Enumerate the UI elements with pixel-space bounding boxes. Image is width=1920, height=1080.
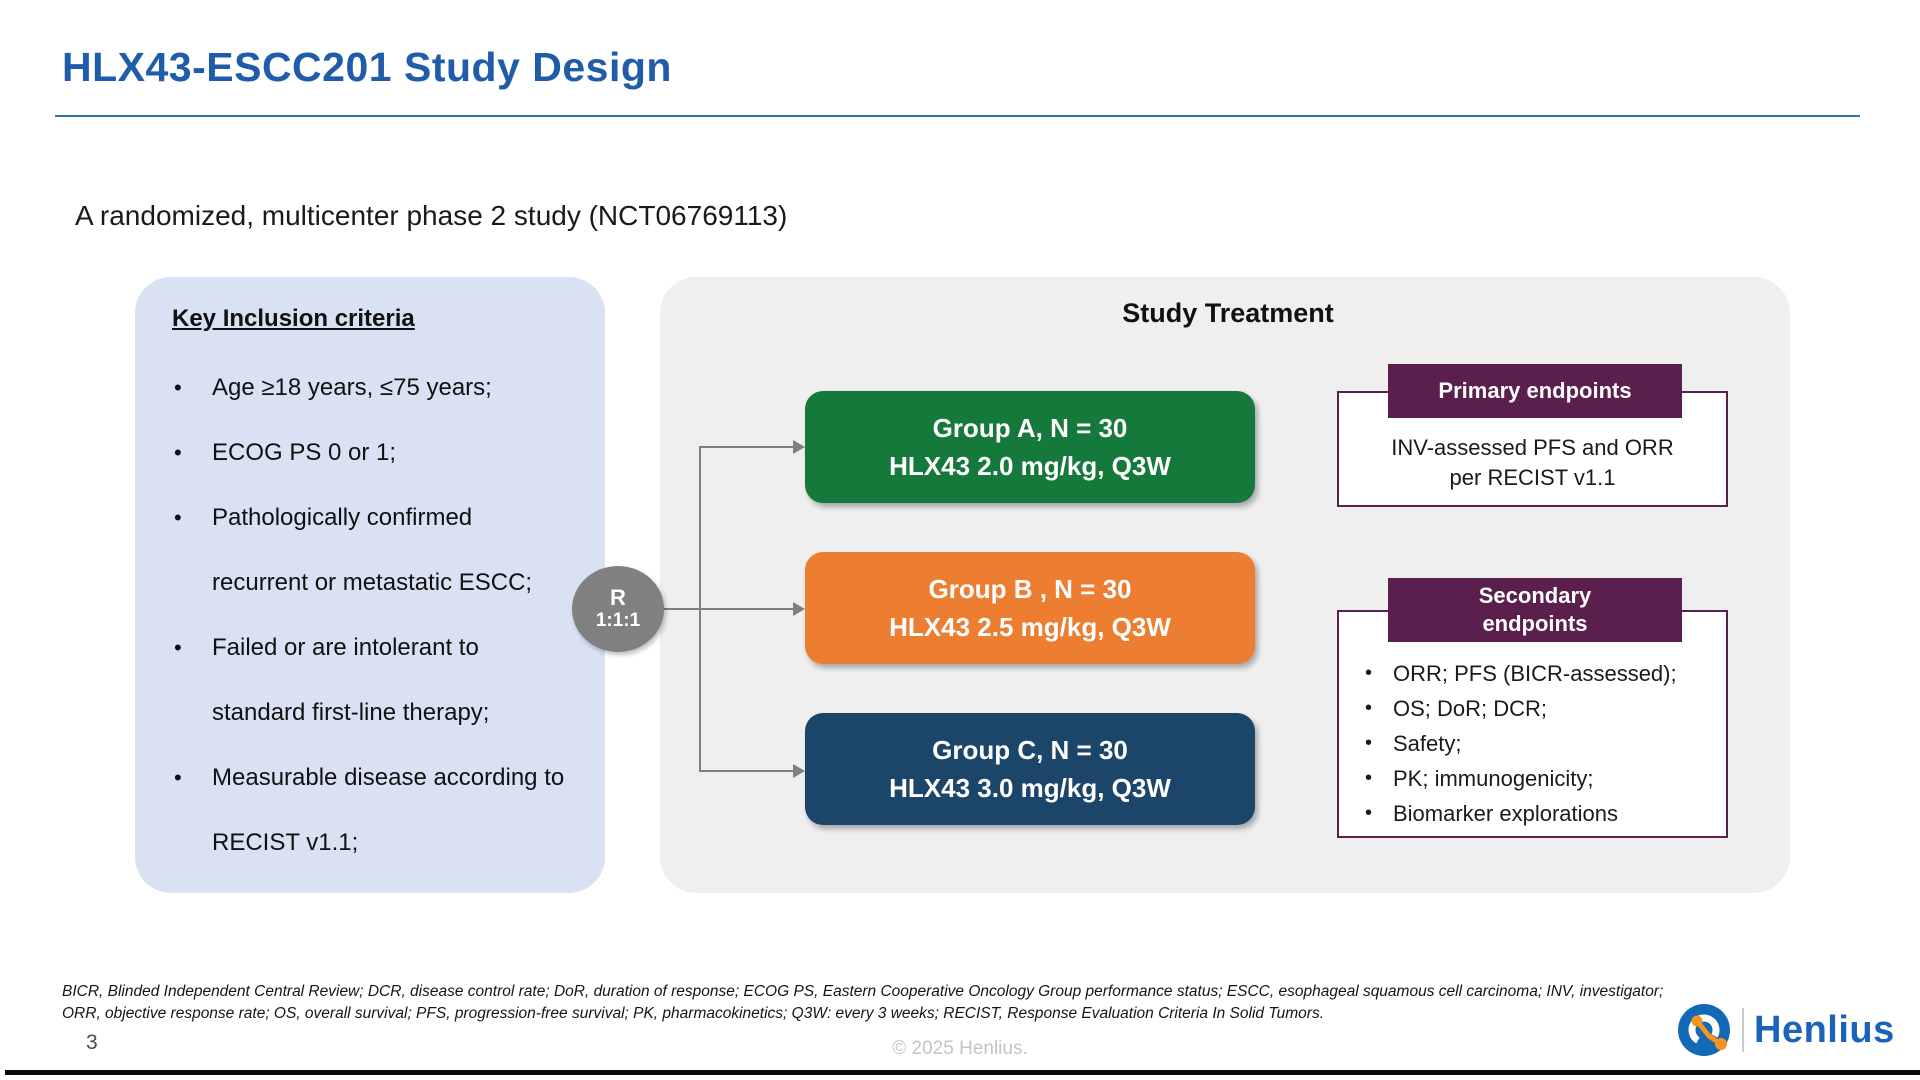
inclusion-item-pathology: Pathologically confirmed recurrent or me… bbox=[172, 485, 572, 615]
study-subtitle: A randomized, multicenter phase 2 study … bbox=[75, 200, 788, 231]
arrow-to-group-c-icon bbox=[793, 764, 805, 778]
inclusion-item-age: Age ≥18 years, ≤75 years; bbox=[172, 355, 572, 420]
secondary-endpoints-heading-line2: endpoints bbox=[1482, 611, 1588, 636]
logo-wordmark: Henlius bbox=[1754, 1008, 1895, 1051]
group-b-dose: HLX43 2.5 mg/kg, Q3W bbox=[889, 612, 1171, 642]
window-bottom-edge bbox=[5, 1070, 1920, 1075]
henlius-logo-icon bbox=[1678, 1004, 1730, 1056]
logo-divider bbox=[1742, 1008, 1744, 1052]
secondary-endpoints-heading-line1: Secondary bbox=[1478, 583, 1592, 608]
secondary-item-os-dor-dcr: OS; DoR; DCR; bbox=[1361, 691, 1716, 726]
secondary-item-pk: PK; immunogenicity; bbox=[1361, 761, 1716, 796]
secondary-item-biomarker: Biomarker explorations bbox=[1361, 796, 1716, 831]
page-number: 3 bbox=[86, 1031, 98, 1054]
arrow-to-group-a-icon bbox=[793, 440, 805, 454]
secondary-item-safety: Safety; bbox=[1361, 726, 1716, 761]
study-treatment-heading: Study Treatment bbox=[1122, 298, 1334, 328]
group-b-box: Group B , N = 30 HLX43 2.5 mg/kg, Q3W bbox=[805, 552, 1255, 664]
connector-to-group-b bbox=[660, 608, 793, 610]
connector-to-group-c bbox=[699, 770, 793, 772]
abbreviation-footnotes: BICR, Blinded Independent Central Review… bbox=[62, 981, 1862, 1025]
primary-endpoints-header: Primary endpoints bbox=[1388, 364, 1682, 418]
inclusion-item-ecog: ECOG PS 0 or 1; bbox=[172, 420, 572, 485]
inclusion-criteria-heading: Key Inclusion criteria bbox=[172, 305, 415, 332]
title-divider bbox=[55, 115, 1860, 117]
henlius-logo: Henlius bbox=[1676, 1000, 1895, 1060]
secondary-endpoints-header: Secondary endpoints bbox=[1388, 578, 1682, 642]
randomization-ratio: 1:1:1 bbox=[595, 610, 641, 631]
arrow-to-group-b-icon bbox=[793, 602, 805, 616]
group-a-box: Group A, N = 30 HLX43 2.0 mg/kg, Q3W bbox=[805, 391, 1255, 503]
inclusion-criteria-panel: Key Inclusion criteria Age ≥18 years, ≤7… bbox=[135, 277, 605, 893]
group-c-title: Group C, N = 30 bbox=[932, 735, 1128, 765]
randomization-circle: R 1:1:1 bbox=[572, 566, 664, 652]
group-b-title: Group B , N = 30 bbox=[928, 574, 1132, 604]
copyright-text: © 2025 Henlius. bbox=[892, 1038, 1028, 1059]
secondary-endpoints-box: ORR; PFS (BICR-assessed); OS; DoR; DCR; … bbox=[1337, 610, 1728, 838]
inclusion-item-measurable-disease: Measurable disease according to RECIST v… bbox=[172, 745, 572, 875]
randomization-label: R bbox=[610, 585, 626, 610]
inclusion-item-prior-therapy: Failed or are intolerant to standard fir… bbox=[172, 615, 572, 745]
primary-endpoints-text-line2: per RECIST v1.1 bbox=[1449, 465, 1616, 490]
group-a-title: Group A, N = 30 bbox=[932, 413, 1128, 443]
group-c-box: Group C, N = 30 HLX43 3.0 mg/kg, Q3W bbox=[805, 713, 1255, 825]
primary-endpoints-heading: Primary endpoints bbox=[1438, 378, 1632, 403]
page-title: HLX43-ESCC201 Study Design bbox=[62, 44, 672, 90]
secondary-endpoints-list: ORR; PFS (BICR-assessed); OS; DoR; DCR; … bbox=[1361, 656, 1716, 831]
primary-endpoints-text-line1: INV-assessed PFS and ORR bbox=[1391, 435, 1674, 460]
footnote-line-2: ORR, objective response rate; OS, overal… bbox=[62, 1005, 1325, 1022]
secondary-item-orr-pfs: ORR; PFS (BICR-assessed); bbox=[1361, 656, 1716, 691]
connector-to-group-a bbox=[699, 446, 793, 448]
inclusion-criteria-list: Age ≥18 years, ≤75 years; ECOG PS 0 or 1… bbox=[172, 355, 572, 875]
group-c-dose: HLX43 3.0 mg/kg, Q3W bbox=[889, 773, 1171, 803]
footnote-line-1: BICR, Blinded Independent Central Review… bbox=[62, 983, 1664, 1000]
group-a-dose: HLX43 2.0 mg/kg, Q3W bbox=[889, 451, 1171, 481]
